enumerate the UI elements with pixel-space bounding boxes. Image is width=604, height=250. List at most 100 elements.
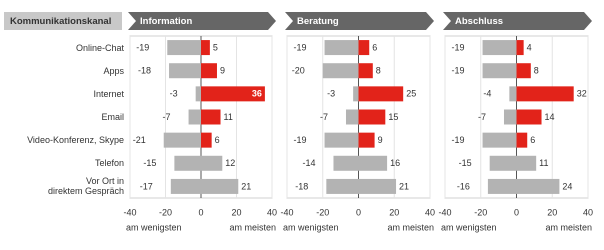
x-label-right: am meisten: [229, 222, 276, 232]
bar: [516, 132, 528, 148]
bar: [326, 178, 359, 194]
bar: [174, 155, 201, 171]
bar: [516, 63, 531, 79]
bar: [333, 155, 359, 171]
value-label: -14: [302, 158, 315, 168]
x-tick-label: 0: [514, 207, 519, 217]
value-label: 9: [220, 66, 225, 76]
x-tick-label: 0: [356, 207, 361, 217]
bar: [503, 109, 517, 125]
bar: [489, 155, 517, 171]
value-label: 8: [376, 66, 381, 76]
bar: [195, 86, 201, 102]
x-tick-label: 40: [583, 207, 593, 217]
x-tick-label: -20: [474, 207, 487, 217]
x-tick-label: -20: [316, 207, 329, 217]
value-label: -16: [457, 181, 470, 191]
category-label: Apps: [103, 65, 124, 76]
bar: [188, 109, 201, 125]
x-tick-label: 40: [267, 207, 277, 217]
value-label: 9: [378, 135, 383, 145]
bar: [201, 86, 265, 102]
panel-title: Information: [140, 16, 192, 27]
bar: [324, 40, 359, 56]
value-label: -7: [320, 112, 328, 122]
value-label: 6: [530, 135, 535, 145]
value-label: 14: [545, 112, 555, 122]
bar: [358, 132, 375, 148]
bar: [482, 40, 517, 56]
value-label: -18: [138, 66, 151, 76]
panel-title: Abschluss: [455, 16, 503, 27]
bar: [516, 155, 537, 171]
bar: [353, 86, 359, 102]
value-label: 11: [539, 158, 548, 168]
panel-header: [285, 12, 434, 30]
x-tick-label: 40: [425, 207, 435, 217]
value-label: -7: [163, 112, 171, 122]
bar: [163, 132, 201, 148]
value-label: 11: [224, 112, 233, 122]
panel-header: [443, 12, 592, 30]
x-label-left: am wenigsten: [283, 222, 339, 232]
value-label: -3: [327, 89, 335, 99]
value-label: 6: [372, 42, 377, 52]
value-label: 36: [252, 89, 262, 99]
value-label: 21: [241, 181, 251, 191]
panel-title: Beratung: [297, 16, 339, 27]
x-tick-label: -40: [123, 207, 136, 217]
value-label: 5: [213, 42, 218, 52]
x-label-left: am wenigsten: [126, 222, 182, 232]
category-label: Telefon: [94, 158, 124, 169]
category-label: Email: [101, 112, 124, 122]
value-label: -21: [133, 135, 146, 145]
bar: [358, 178, 397, 194]
x-label-right: am meisten: [387, 222, 434, 232]
bar: [201, 155, 223, 171]
value-label: -19: [294, 42, 307, 52]
value-label: -15: [459, 158, 472, 168]
bar: [358, 155, 388, 171]
value-label: -3: [170, 89, 178, 99]
value-label: -19: [136, 42, 149, 52]
bar: [482, 63, 517, 79]
bar: [516, 178, 560, 194]
bar: [169, 63, 201, 79]
x-tick-label: -20: [159, 207, 172, 217]
bar: [516, 109, 542, 125]
header: Kommunikationskanal: [10, 16, 111, 27]
value-label: -7: [478, 112, 486, 122]
bar: [322, 63, 359, 79]
value-label: -17: [140, 181, 153, 191]
category-label: Online-Chat: [75, 42, 124, 53]
value-label: -20: [292, 66, 305, 76]
category-label: Vor Ort in direktem Gespräch: [47, 176, 124, 197]
x-tick-label: -40: [438, 207, 451, 217]
value-label: 21: [399, 181, 409, 191]
bar: [358, 86, 404, 102]
value-label: -19: [452, 42, 465, 52]
header-box: [4, 12, 122, 30]
value-label: -19: [452, 66, 465, 76]
bar: [358, 40, 370, 56]
panel-header: [128, 12, 276, 30]
bar: [201, 178, 239, 194]
x-tick-label: 20: [231, 207, 241, 217]
bar: [201, 109, 221, 125]
x-tick-label: 20: [389, 207, 399, 217]
bar: [509, 86, 517, 102]
category-label: Video-Konferenz, Skype: [27, 135, 124, 146]
value-label: -19: [452, 135, 465, 145]
bar: [487, 178, 517, 194]
x-label-left: am wenigsten: [441, 222, 497, 232]
value-label: 25: [406, 89, 416, 99]
value-label: -19: [294, 135, 307, 145]
bar: [358, 63, 373, 79]
value-label: 6: [215, 135, 220, 145]
x-tick-label: 0: [198, 207, 203, 217]
bar: [358, 109, 386, 125]
category-label: Internet: [93, 88, 124, 99]
value-label: -18: [295, 181, 308, 191]
